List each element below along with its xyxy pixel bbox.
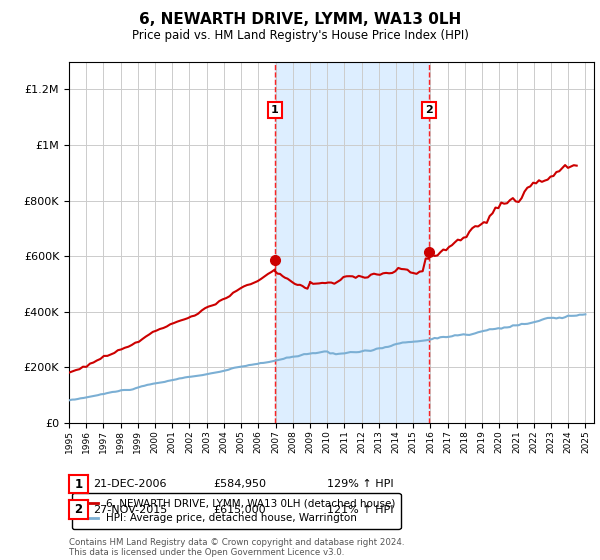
Text: 2: 2: [425, 105, 433, 115]
Text: 27-NOV-2015: 27-NOV-2015: [93, 505, 167, 515]
Text: £615,000: £615,000: [213, 505, 266, 515]
Text: 21-DEC-2006: 21-DEC-2006: [93, 479, 167, 489]
Legend: 6, NEWARTH DRIVE, LYMM, WA13 0LH (detached house), HPI: Average price, detached : 6, NEWARTH DRIVE, LYMM, WA13 0LH (detach…: [71, 493, 401, 529]
Text: Contains HM Land Registry data © Crown copyright and database right 2024.
This d: Contains HM Land Registry data © Crown c…: [69, 538, 404, 557]
Text: £584,950: £584,950: [213, 479, 266, 489]
Text: 1: 1: [74, 478, 83, 491]
Text: 6, NEWARTH DRIVE, LYMM, WA13 0LH: 6, NEWARTH DRIVE, LYMM, WA13 0LH: [139, 12, 461, 27]
Text: 1: 1: [271, 105, 279, 115]
Bar: [275, 62, 429, 423]
Text: Price paid vs. HM Land Registry's House Price Index (HPI): Price paid vs. HM Land Registry's House …: [131, 29, 469, 42]
Text: 121% ↑ HPI: 121% ↑ HPI: [327, 505, 394, 515]
Text: 2: 2: [74, 503, 83, 516]
Text: 129% ↑ HPI: 129% ↑ HPI: [327, 479, 394, 489]
